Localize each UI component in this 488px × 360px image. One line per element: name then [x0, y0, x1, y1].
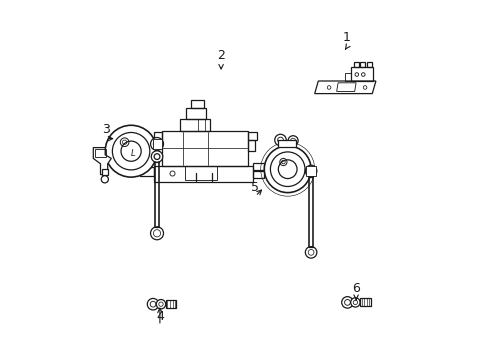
Circle shape	[287, 136, 298, 146]
Text: 6: 6	[351, 282, 359, 294]
Bar	[353, 62, 358, 67]
Text: 1: 1	[343, 31, 350, 44]
Text: 2: 2	[217, 49, 224, 62]
Bar	[253, 163, 264, 170]
Bar	[305, 166, 315, 176]
Bar	[152, 139, 162, 149]
Circle shape	[305, 165, 316, 177]
Bar	[345, 73, 350, 81]
Bar	[165, 300, 176, 308]
Bar	[186, 108, 205, 119]
Bar	[185, 166, 217, 180]
Circle shape	[151, 151, 163, 162]
Bar	[359, 298, 370, 306]
Circle shape	[350, 298, 359, 307]
Text: 4: 4	[156, 310, 163, 323]
Text: L: L	[130, 149, 135, 158]
Polygon shape	[93, 148, 111, 175]
Circle shape	[147, 298, 159, 310]
Bar	[350, 67, 372, 81]
Circle shape	[105, 125, 157, 177]
Circle shape	[101, 176, 108, 183]
Circle shape	[274, 134, 285, 146]
Bar	[179, 119, 210, 131]
Bar	[277, 140, 296, 147]
Bar	[366, 62, 371, 67]
Bar	[253, 171, 264, 178]
Bar	[95, 149, 106, 157]
Text: 3: 3	[102, 123, 110, 136]
Bar	[360, 62, 365, 67]
Circle shape	[305, 247, 316, 258]
Circle shape	[264, 146, 310, 193]
Bar	[140, 167, 154, 176]
Circle shape	[150, 227, 163, 240]
Circle shape	[150, 138, 163, 150]
Bar	[162, 131, 247, 166]
Circle shape	[341, 297, 352, 308]
Bar	[191, 100, 203, 108]
Text: 5: 5	[251, 181, 259, 194]
Bar	[102, 169, 108, 175]
Circle shape	[156, 300, 165, 309]
